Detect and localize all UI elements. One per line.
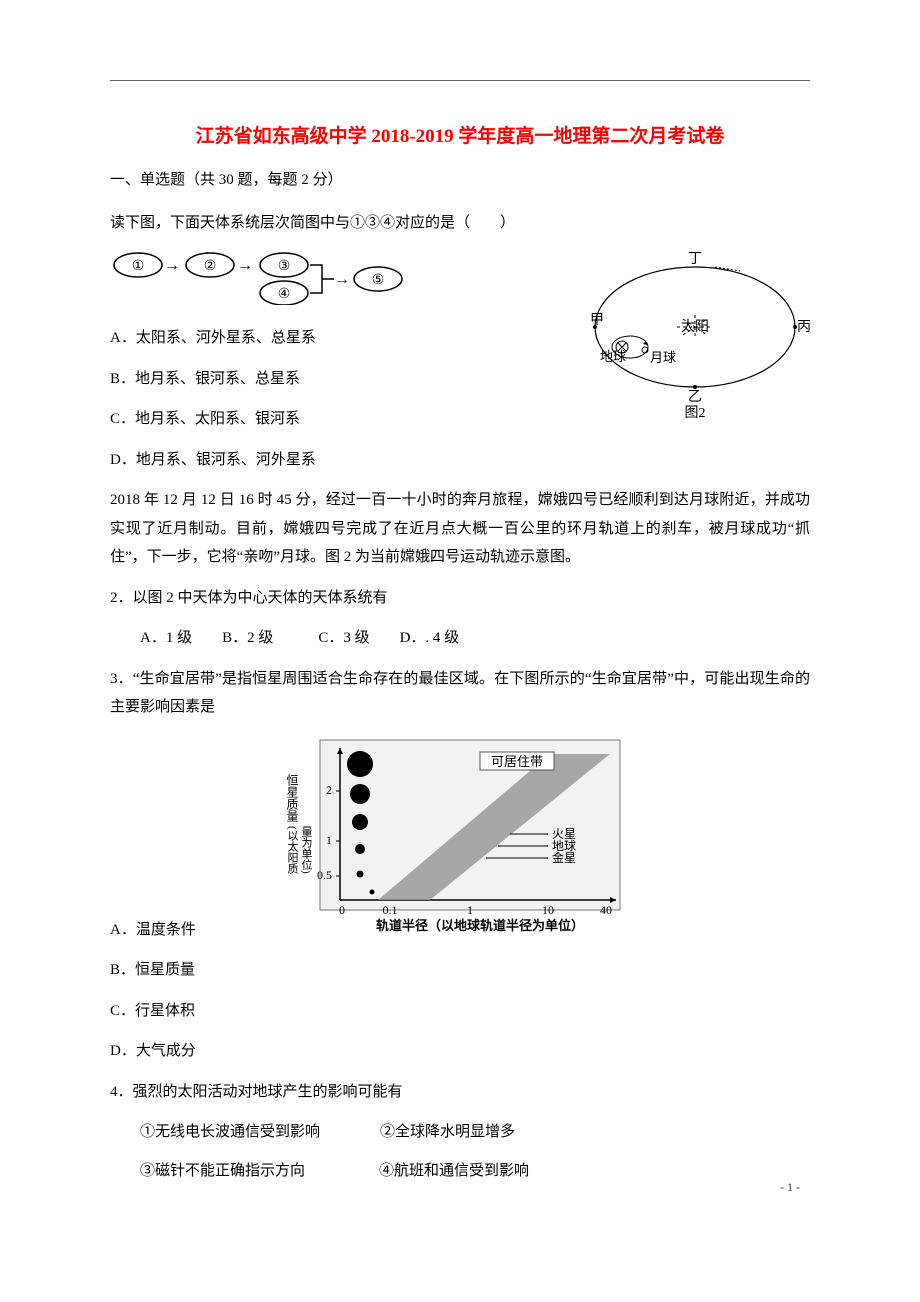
document-title: 江苏省如东高级中学 2018-2019 学年度高一地理第二次月考试卷 [110,121,810,148]
svg-text:轨道半径（以地球轨道半径为单位）: 轨道半径（以地球轨道半径为单位） [376,918,584,933]
svg-text:甲: 甲 [590,313,604,328]
section-heading: 一、单选题（共 30 题，每题 2 分） [110,166,810,195]
svg-text:地球: 地球 [600,349,626,364]
svg-text:1: 1 [326,833,332,847]
svg-text:丁: 丁 [688,252,702,267]
svg-text:1: 1 [467,903,473,917]
q2-options: A．1 级 B．2 级 C．3 级 D．. 4 级 [110,624,810,653]
q4-line2: ③磁针不能正确指示方向 ④航班和通信受到影响 [110,1157,810,1186]
svg-text:量为单位): 量为单位) [300,825,313,873]
svg-text:恒星质量: 恒星质量 [285,773,299,821]
q2-context: 2018 年 12 月 12 日 16 时 45 分，经过一百一十小时的奔月旅程… [110,486,810,572]
svg-text:①: ① [132,259,145,274]
q4-item2: ②全球降水明显增多 [380,1124,515,1140]
q1-option-d: D．地月系、银河系、河外星系 [110,446,810,475]
svg-text:0.1: 0.1 [383,903,398,917]
svg-text:10: 10 [542,903,554,917]
svg-text:月球: 月球 [650,350,676,365]
svg-text:0.5: 0.5 [317,868,332,882]
svg-text:④: ④ [278,287,291,302]
top-rule [110,80,810,81]
svg-text:③: ③ [278,259,291,274]
svg-text:→: → [164,257,180,274]
svg-text:可居住带: 可居住带 [491,754,543,769]
q4-item1: ①无线电长波通信受到影响 [140,1124,320,1140]
q3-option-b: B．恒星质量 [110,956,810,985]
svg-text:→: → [334,271,350,288]
diagram2-wrap: 太阳 丁 丙 乙 甲 地球 月球 图 [580,249,810,424]
hierarchy-diagram-icon: ① → ② → ③ ④ → ⑤ [110,249,430,305]
svg-text:丙: 丙 [797,320,810,335]
q1-stem: 读下图，下面天体系统层次简图中与①③④对应的是（ ） [110,209,810,238]
svg-text:0: 0 [339,903,345,917]
q4-stem: 4．强烈的太阳活动对地球产生的影响可能有 [110,1078,810,1107]
chart-wrap: 可居住带 火星 地球 金星 2 1 0.5 0 0.1 1 10 40 恒星质量 [110,734,810,934]
habitable-zone-chart-icon: 可居住带 火星 地球 金星 2 1 0.5 0 0.1 1 10 40 恒星质量 [280,734,640,934]
orbit-diagram-icon: 太阳 丁 丙 乙 甲 地球 月球 图 [580,249,810,419]
svg-text:金星: 金星 [552,850,576,865]
svg-text:②: ② [204,259,217,274]
page-container: 江苏省如东高级中学 2018-2019 学年度高一地理第二次月考试卷 一、单选题… [0,0,920,1235]
svg-text:乙: 乙 [688,389,702,405]
svg-text:图2: 图2 [685,406,706,419]
q3-option-c: C．行星体积 [110,997,810,1026]
svg-text:⑤: ⑤ [372,273,385,288]
page-number: - 1 - [780,1180,800,1195]
svg-text:2: 2 [326,783,332,797]
q1-block: 太阳 丁 丙 乙 甲 地球 月球 图 [110,249,810,486]
q3-option-d: D．大气成分 [110,1037,810,1066]
q4-line1: ①无线电长波通信受到影响 ②全球降水明显增多 [110,1118,810,1147]
q4-item3: ③磁针不能正确指示方向 [140,1163,305,1179]
q2-stem: 2．以图 2 中天体为中心天体的天体系统有 [110,584,810,613]
q4-item4: ④航班和通信受到影响 [379,1163,529,1179]
q3-stem: 3．“生命宜居带”是指恒星周围适合生命存在的最佳区域。在下图所示的“生命宜居带”… [110,665,810,722]
svg-text:(以太阳质: (以太阳质 [286,826,299,874]
svg-text:40: 40 [600,903,612,917]
svg-text:→: → [237,257,253,274]
